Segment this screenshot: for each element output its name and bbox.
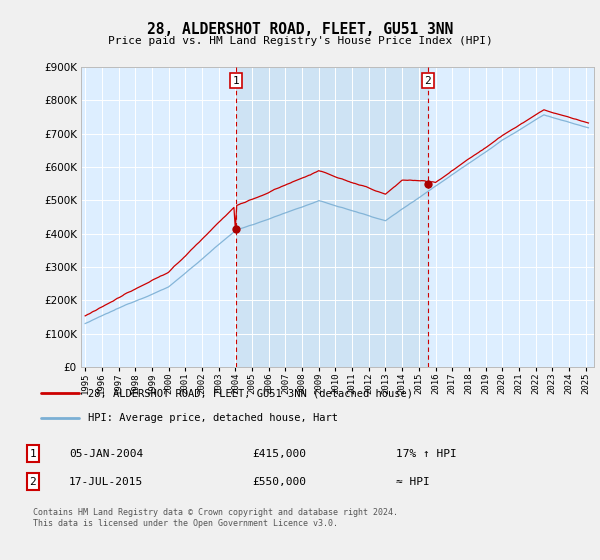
Text: 28, ALDERSHOT ROAD, FLEET, GU51 3NN: 28, ALDERSHOT ROAD, FLEET, GU51 3NN [147, 22, 453, 38]
Text: HPI: Average price, detached house, Hart: HPI: Average price, detached house, Hart [88, 413, 338, 423]
Text: 05-JAN-2004: 05-JAN-2004 [69, 449, 143, 459]
Text: Price paid vs. HM Land Registry's House Price Index (HPI): Price paid vs. HM Land Registry's House … [107, 36, 493, 46]
Text: £550,000: £550,000 [252, 477, 306, 487]
Text: 28, ALDERSHOT ROAD, FLEET, GU51 3NN (detached house): 28, ALDERSHOT ROAD, FLEET, GU51 3NN (det… [88, 389, 413, 399]
Text: 1: 1 [29, 449, 37, 459]
Text: 2: 2 [424, 76, 431, 86]
Text: 2: 2 [29, 477, 37, 487]
Text: 17-JUL-2015: 17-JUL-2015 [69, 477, 143, 487]
Bar [236, 67, 428, 367]
Text: Contains HM Land Registry data © Crown copyright and database right 2024.
This d: Contains HM Land Registry data © Crown c… [33, 508, 398, 528]
Text: 17% ↑ HPI: 17% ↑ HPI [396, 449, 457, 459]
Text: £415,000: £415,000 [252, 449, 306, 459]
Text: ≈ HPI: ≈ HPI [396, 477, 430, 487]
Text: 1: 1 [233, 76, 239, 86]
